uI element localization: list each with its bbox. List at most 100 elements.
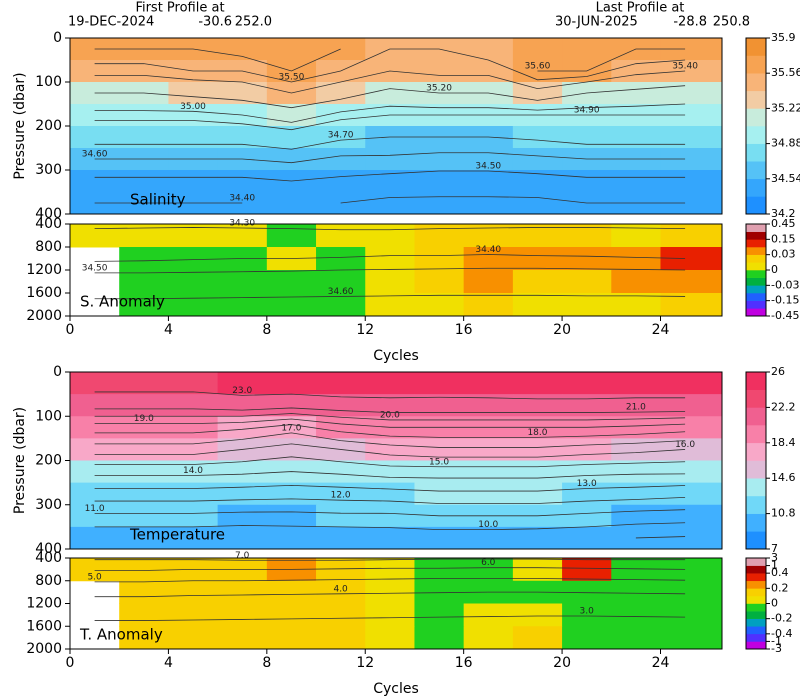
cell	[365, 270, 415, 294]
cell	[316, 224, 366, 248]
colorbar-band	[746, 308, 766, 317]
contour-line	[94, 70, 686, 94]
first-title: First Profile at	[135, 1, 224, 16]
cell	[365, 580, 415, 604]
colorbar-band	[746, 565, 766, 574]
colorbar-band	[746, 161, 766, 180]
cell	[119, 482, 169, 506]
cell	[611, 372, 661, 395]
x-tick-label: 4	[164, 322, 173, 338]
cell	[562, 460, 612, 484]
cell	[660, 558, 723, 582]
cell	[660, 60, 723, 83]
cell	[414, 558, 465, 582]
y-tick-label: 200	[35, 118, 62, 134]
colorbar-band	[746, 618, 766, 627]
cell	[266, 394, 317, 417]
colorbar-label: -0.45	[771, 309, 799, 322]
cell	[119, 372, 169, 395]
colorbar-label: 0	[771, 597, 778, 610]
cell	[266, 626, 317, 650]
contour-line	[94, 413, 686, 421]
colorbar-band	[746, 626, 766, 635]
cell	[463, 438, 514, 461]
contour-line	[94, 424, 686, 438]
contour-label: 34.40	[229, 194, 255, 204]
y-tick-label: 400	[35, 541, 62, 557]
y-tick-label: 0	[53, 364, 62, 380]
contour-line	[94, 170, 686, 182]
cell	[217, 482, 268, 506]
cell	[316, 270, 366, 294]
cell	[119, 460, 169, 484]
cell	[365, 170, 415, 193]
cell	[168, 293, 219, 317]
colorbar-label: 7	[771, 542, 778, 555]
cell	[611, 626, 661, 650]
cell	[611, 170, 661, 193]
cell	[316, 416, 366, 439]
cell	[168, 82, 219, 105]
colorbar-band	[746, 300, 766, 309]
contour-label: 12.0	[331, 491, 351, 501]
colorbar-label: 0.03	[771, 248, 796, 261]
contour-label: 19.0	[134, 414, 154, 424]
cell	[70, 504, 120, 528]
cell	[316, 526, 366, 550]
cell	[316, 293, 366, 317]
colorbar-label: -0.2	[771, 612, 792, 625]
cell	[611, 82, 661, 105]
cell	[611, 224, 661, 248]
cell	[217, 526, 268, 550]
contour-line	[94, 567, 686, 571]
colorbar-label: 35.9	[771, 31, 796, 44]
cell	[414, 460, 465, 484]
cell	[119, 394, 169, 417]
cell	[365, 82, 415, 105]
contour-label: 10.0	[478, 520, 498, 530]
cell	[611, 394, 661, 417]
cell	[512, 224, 563, 248]
cell	[217, 224, 268, 248]
contour-label: 34.50	[475, 162, 501, 172]
contour-line	[635, 536, 686, 539]
cell	[660, 626, 723, 650]
last-lon: 250.8	[713, 15, 750, 30]
cell	[316, 170, 366, 193]
cell	[414, 247, 465, 271]
colorbar-band	[746, 285, 766, 294]
contour-label: 34.60	[82, 150, 108, 160]
x-tick-label: 12	[356, 322, 374, 338]
cell	[217, 460, 268, 484]
colorbar-band	[746, 633, 766, 642]
cell	[414, 394, 465, 417]
cell	[217, 38, 268, 61]
cell	[512, 247, 563, 271]
colorbar-label: 34.2	[771, 207, 796, 220]
cell	[660, 460, 723, 484]
colorbar-band	[746, 595, 766, 604]
colorbar-band	[746, 239, 766, 248]
contour-line	[94, 103, 686, 123]
cell	[168, 416, 219, 439]
cell	[562, 293, 612, 317]
contour-line	[94, 496, 686, 504]
contour-label: 6.0	[481, 558, 496, 568]
cell	[660, 580, 723, 604]
cell	[660, 394, 723, 417]
contour-line	[94, 591, 686, 598]
cell	[660, 504, 723, 528]
y-tick-label: 1600	[26, 285, 62, 301]
cell	[316, 460, 366, 484]
cell	[414, 438, 465, 461]
cell	[316, 104, 366, 127]
contour-line	[94, 558, 686, 561]
panel-title: S. Anomaly	[80, 293, 165, 311]
contour-line	[94, 432, 686, 448]
colorbar-band	[746, 178, 766, 197]
cell	[562, 372, 612, 395]
cell	[414, 60, 465, 83]
contour-line	[94, 456, 686, 468]
cell	[365, 192, 415, 215]
y-tick-label: 300	[35, 162, 62, 178]
